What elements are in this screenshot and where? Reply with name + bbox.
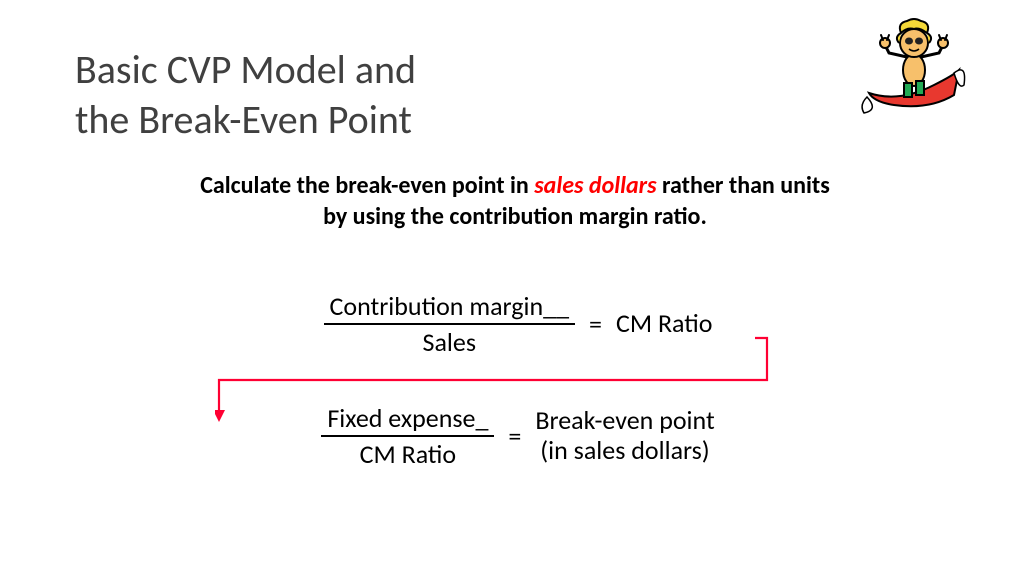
cm-ratio-fraction: Contribution margin__ Sales [324,290,575,358]
be-numerator: Fixed expense_ [321,402,494,437]
cm-denominator: Sales [423,325,476,358]
surfer-cartoon-icon [859,15,969,115]
cm-ratio-formula: Contribution margin__ Sales = CM Ratio [6,290,1024,358]
slide-subtitle: Calculate the break-even point in sales … [195,170,835,232]
equals-sign-2: = [494,420,535,452]
subtitle-highlight: sales dollars [534,171,656,200]
subtitle-text-pre: Calculate the break-even point in [200,171,534,200]
be-denominator: CM Ratio [360,437,457,470]
formula-area: Contribution margin__ Sales = CM Ratio F… [0,290,1024,470]
slide-title: Basic CVP Model and the Break-Even Point [75,45,416,145]
title-line-1: Basic CVP Model and [75,45,416,94]
equals-sign: = [575,308,616,340]
cm-ratio-result: CM Ratio [616,309,713,339]
breakeven-formula: Fixed expense_ CM Ratio = Break-even poi… [6,402,1024,470]
breakeven-result: Break-even point (in sales dollars) [535,406,714,466]
be-result-line2: (in sales dollars) [540,434,709,466]
cm-numerator: Contribution margin__ [324,290,575,325]
breakeven-fraction: Fixed expense_ CM Ratio [321,402,494,470]
be-result-line1: Break-even point [535,404,714,436]
title-line-2: the Break-Even Point [75,95,412,144]
